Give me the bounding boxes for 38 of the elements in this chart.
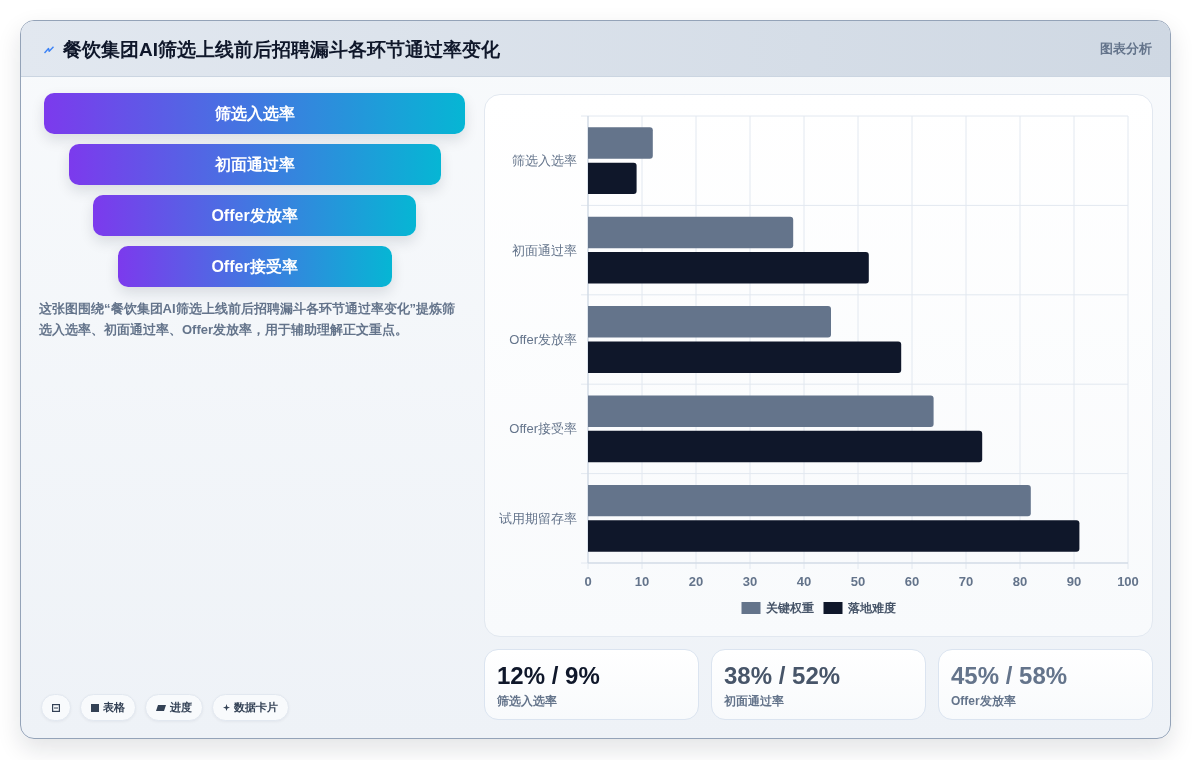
legend-label: 关键权重 [764, 601, 814, 616]
x-tick-label: 60 [904, 573, 920, 589]
funnel-bar: Offer接受率 [117, 246, 392, 287]
text: 餐饮集团AI筛选上线前后招聘漏斗各环节通过率变化 [63, 38, 500, 61]
funnel-bar: 筛选入选率 [44, 93, 465, 134]
x-tick-label: 30 [742, 573, 758, 589]
funnel-bar: 初面通过率 [68, 144, 441, 185]
category-label: Offer接受率 [211, 256, 298, 277]
x-tick-label: 40 [796, 573, 812, 589]
y-tick-label: Offer发放率 [509, 332, 577, 348]
category-label: 初面通过率 [214, 154, 295, 175]
stat-card: 12% / 9% 筛选入选率 [484, 649, 699, 720]
funnel-bar: Offer发放率 [93, 195, 416, 236]
y-tick-label: 初面通过率 [512, 242, 577, 258]
text: 表格 [103, 700, 125, 715]
text: 进度 [170, 700, 192, 715]
x-tick-label: 90 [1066, 573, 1082, 589]
x-tick-label: 70 [958, 573, 974, 589]
text: 这张图围绕“餐饮集团AI筛选上线前后招聘漏斗各环节通过率变化”提炼筛选入选率、初面通过率、Offer发放率，用于辅助理解正文重点。 [39, 300, 456, 339]
x-tick-label: 10 [634, 573, 650, 589]
y-tick-label: 筛选入选率 [512, 153, 577, 169]
x-tick-label: 80 [1012, 573, 1028, 589]
y-tick-label: 试用期留存率 [499, 510, 577, 526]
x-tick-label: 50 [850, 573, 866, 589]
category-label: Offer发放率 [951, 694, 1016, 709]
text: 数据卡片 [234, 700, 278, 715]
category-label: 筛选入选率 [497, 694, 557, 709]
text: 图表分析 [1100, 40, 1152, 57]
stat-card: 38% / 52% 初面通过率 [711, 649, 926, 720]
x-tick-label: 0 [584, 573, 592, 589]
legend-label: 落地难度 [846, 601, 896, 616]
y-tick-label: Offer接受率 [509, 421, 577, 437]
category-label: Offer发放率 [211, 205, 298, 226]
category-label: 初面通过率 [724, 694, 784, 709]
category-label: 筛选入选率 [214, 103, 295, 124]
x-tick-label: 100 [1117, 573, 1139, 589]
x-tick-label: 20 [688, 573, 704, 589]
stat-card: 45% / 58% Offer发放率 [938, 649, 1153, 720]
